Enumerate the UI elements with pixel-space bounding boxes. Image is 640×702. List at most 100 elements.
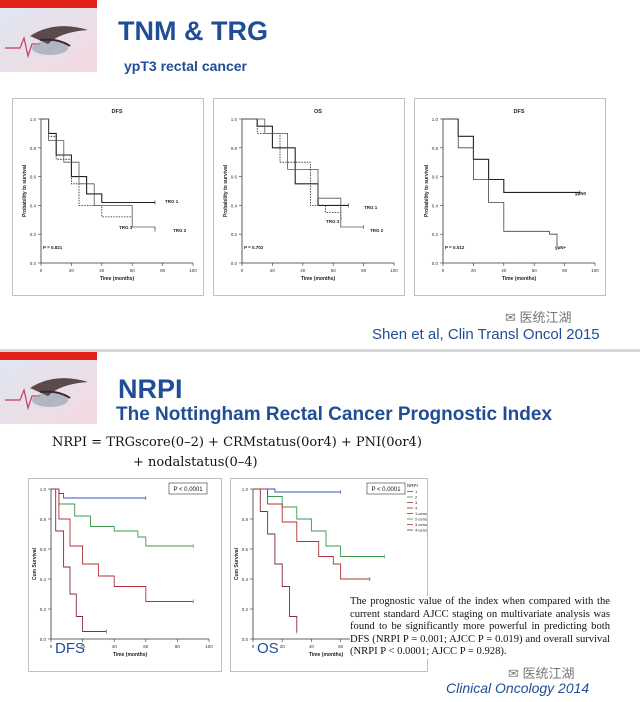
formula-line-1: NRPI = TRGscore(0–2) + CRMstatus(0or4) +… [52, 435, 422, 450]
x-tick-label: 40 [99, 268, 105, 273]
y-tick-label: 0.4 [30, 203, 37, 208]
y-tick-label: 0.4 [231, 203, 238, 208]
panel-label: DFS [55, 640, 85, 657]
y-tick-label: 1.0 [432, 117, 439, 122]
km-curve-4 [253, 488, 298, 632]
watermark: ✉ 医统江湖 [508, 666, 575, 681]
x-tick-label: 80 [175, 644, 181, 649]
y-tick-label: 0.6 [231, 175, 238, 180]
chart-title: DFS [514, 109, 525, 115]
x-tick-label: 60 [532, 268, 538, 273]
accent-bar [0, 0, 97, 8]
legend-item: 4 [415, 506, 418, 511]
series-label: ypN0 [575, 191, 587, 196]
y-tick-label: 0.6 [432, 175, 439, 180]
legend-item: 1 [415, 489, 418, 494]
series-label: TRG 2 [173, 228, 187, 233]
x-tick-label: 0 [40, 268, 43, 273]
slide1-citation: Shen et al, Clin Transl Oncol 2015 [372, 326, 600, 343]
km-curve-trg-1 [242, 118, 349, 206]
x-tick-label: 60 [130, 268, 136, 273]
p-value: P < 0.0001 [371, 487, 401, 493]
y-tick-label: 0.4 [40, 577, 47, 582]
series-label: TRG 2 [370, 228, 384, 233]
x-tick-label: 20 [270, 268, 276, 273]
y-tick-label: 1.0 [30, 117, 37, 122]
slide2-title: NRPI [118, 374, 183, 404]
chart-title: DFS [112, 109, 123, 115]
y-tick-label: 0.6 [40, 547, 47, 552]
x-tick-label: 40 [501, 268, 507, 273]
x-tick-label: 100 [591, 268, 599, 273]
y-tick-label: 0.6 [242, 547, 249, 552]
km-curve-trg-2 [41, 118, 156, 230]
series-label: TRG 3 [326, 219, 340, 224]
chart-title: OS [314, 109, 322, 115]
km-curve-ypn- [443, 118, 558, 246]
x-tick-label: 0 [442, 268, 445, 273]
y-tick-label: 0.6 [30, 175, 37, 180]
y-axis-label: Cum Survival [32, 547, 38, 580]
slide-divider [0, 349, 640, 353]
x-tick-label: 20 [471, 268, 477, 273]
y-tick-label: 0.8 [432, 146, 439, 151]
km-curve-2 [253, 488, 385, 557]
legend-item: 4-censored [415, 528, 427, 533]
y-tick-label: 1.0 [242, 487, 249, 492]
slide2-citation: Clinical Oncology 2014 [446, 680, 590, 696]
x-tick-label: 40 [300, 268, 306, 273]
legend-title: NRPI [407, 483, 418, 488]
y-tick-label: 0.0 [40, 637, 47, 642]
y-tick-label: 0.4 [242, 577, 249, 582]
p-value: P = 0.821 [43, 245, 63, 250]
y-axis-label: Cum Survival [234, 547, 240, 580]
x-axis-label: Time (months) [502, 276, 537, 282]
legend-item: 2 [415, 495, 418, 500]
y-tick-label: 0.0 [30, 261, 37, 266]
legend-item: 3-censored [415, 522, 427, 527]
formula-line-2: + nodalstatus(0–4) [133, 455, 258, 470]
p-value-box [168, 482, 208, 495]
y-tick-label: 0.4 [432, 203, 439, 208]
series-label: ypN+ [555, 245, 567, 250]
y-tick-label: 1.0 [231, 117, 238, 122]
km-curve-trg-3 [242, 118, 342, 220]
x-axis-label: Time (months) [100, 276, 135, 282]
accent-bar [0, 352, 97, 360]
x-tick-label: 80 [361, 268, 367, 273]
x-tick-label: 100 [205, 644, 213, 649]
y-tick-label: 0.8 [30, 146, 37, 151]
x-tick-label: 20 [80, 644, 86, 649]
y-tick-label: 0.8 [40, 517, 47, 522]
x-tick-label: 0 [241, 268, 244, 273]
slide-tnm-trg: TNM & TRG ypT3 rectal cancer 1.0 0.8 0.6 0.… [0, 0, 640, 350]
y-tick-label: 1.0 [40, 487, 47, 492]
p-value: P = 0.012 [445, 245, 465, 250]
km-plot-trg-os: 1.0 0.8 0.6 0.4 0.2 0.0 0 20 40 60 80 100 Time (mont… [213, 98, 405, 296]
x-tick-label: 60 [331, 268, 337, 273]
x-tick-label: 0 [252, 644, 255, 649]
x-axis-label: Time (months) [113, 652, 148, 658]
x-tick-label: 40 [112, 644, 118, 649]
slide1-subtitle: ypT3 rectal cancer [124, 58, 247, 74]
series-label: TRG 1 [165, 199, 179, 204]
x-tick-label: 60 [338, 644, 344, 649]
y-tick-label: 0.8 [231, 146, 238, 151]
km-curve-ypn0 [443, 118, 580, 193]
km-curve-trg-1 [41, 118, 155, 204]
legend-item: 1-censored [415, 511, 427, 516]
km-plot-ypn-dfs: 1.0 0.8 0.6 0.4 0.2 0.0 0 20 40 60 80 100 Time (mont… [414, 98, 606, 296]
x-tick-label: 40 [309, 644, 315, 649]
eagle-logo-icon [0, 8, 97, 72]
y-tick-label: 0.2 [40, 607, 47, 612]
y-tick-label: 0.0 [242, 637, 249, 642]
km-curve-3 [51, 488, 194, 602]
x-tick-label: 60 [143, 644, 149, 649]
y-axis-label: Probability to survival [22, 164, 28, 217]
km-curve-4 [51, 488, 107, 632]
x-tick-label: 80 [160, 268, 166, 273]
x-axis-label: Time (months) [301, 276, 336, 282]
slide1-title: TNM & TRG [118, 16, 268, 46]
km-plot-nrpi-dfs: 1.0 0.8 0.6 0.4 0.2 0.0 0 20 40 60 80 100 Time (mont… [28, 478, 222, 672]
